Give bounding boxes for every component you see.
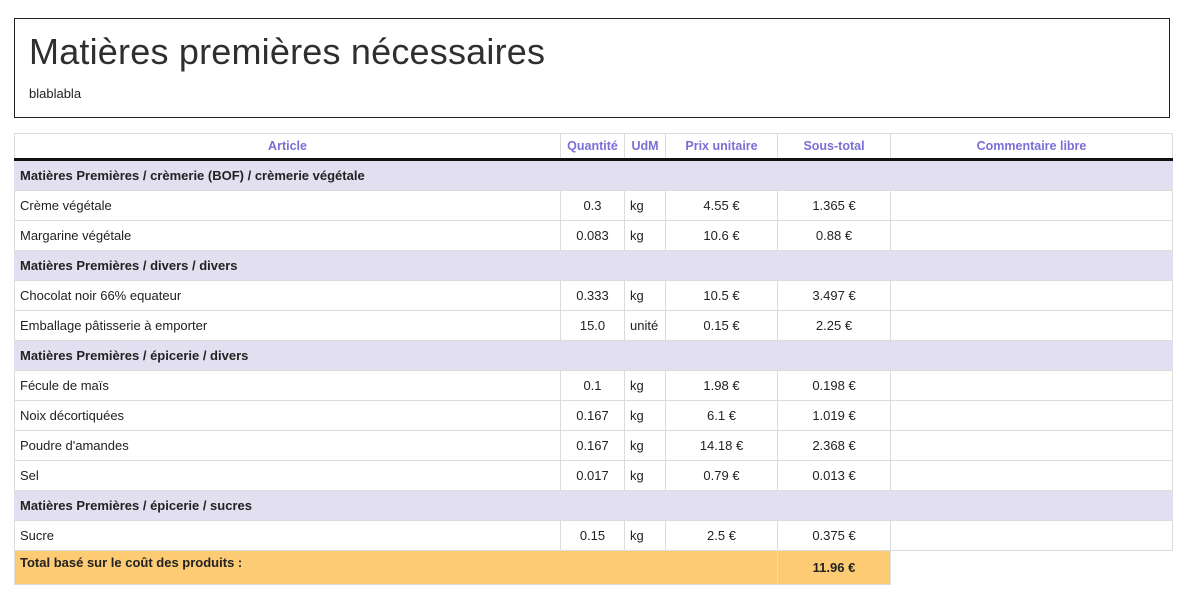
cell-article: Fécule de maïs [14, 370, 561, 401]
column-header-quantite[interactable]: Quantité [560, 133, 625, 161]
table-row: Emballage pâtisserie à emporter 15.0 unité… [14, 310, 1173, 341]
cell-commentaire[interactable] [890, 430, 1173, 461]
total-row: Total basé sur le coût des produits :11.… [14, 550, 1173, 585]
table-header-row: Article Quantité UdM Prix unitaire Sous-… [14, 133, 1173, 161]
category-label: Matières Premières / divers / divers [14, 250, 1173, 281]
cell-sous-total: 3.497 € [777, 280, 891, 311]
cell-article: Chocolat noir 66% equateur [14, 280, 561, 311]
page-title: Matières premières nécessaires [29, 31, 546, 72]
total-value: 11.96 € [777, 550, 891, 585]
cell-prix-unitaire: 10.6 € [665, 220, 778, 251]
category-label: Matières Premières / épicerie / sucres [14, 490, 1173, 521]
cell-prix-unitaire: 0.15 € [665, 310, 778, 341]
total-empty-cell [890, 550, 1173, 585]
category-row: Matières Premières / épicerie / divers [14, 340, 1173, 371]
table-row: Crème végétale 0.3 kg 4.55 €1.365 € [14, 190, 1173, 221]
cell-quantite: 0.3 [560, 190, 625, 221]
cell-sous-total: 1.019 € [777, 400, 891, 431]
cell-quantite: 0.083 [560, 220, 625, 251]
cell-udm: kg [624, 370, 666, 401]
raw-materials-table: Article Quantité UdM Prix unitaire Sous-… [14, 133, 1173, 585]
cell-sous-total: 0.375 € [777, 520, 891, 551]
cell-sous-total: 0.013 € [777, 460, 891, 491]
table-body: Matières Premières / crèmerie (BOF) / cr… [14, 159, 1173, 585]
cell-udm: kg [624, 280, 666, 311]
cell-commentaire[interactable] [890, 400, 1173, 431]
cell-prix-unitaire: 6.1 € [665, 400, 778, 431]
category-row: Matières Premières / divers / divers [14, 250, 1173, 281]
table-row: Sucre 0.15 kg 2.5 €0.375 € [14, 520, 1173, 551]
cell-prix-unitaire: 14.18 € [665, 430, 778, 461]
cell-sous-total: 0.198 € [777, 370, 891, 401]
cell-udm: kg [624, 190, 666, 221]
category-row: Matières Premières / épicerie / sucres [14, 490, 1173, 521]
cell-udm: kg [624, 400, 666, 431]
column-header-sous-total[interactable]: Sous-total [777, 133, 891, 161]
cell-udm: kg [624, 460, 666, 491]
cell-commentaire[interactable] [890, 280, 1173, 311]
cell-prix-unitaire: 10.5 € [665, 280, 778, 311]
column-header-prix-unitaire[interactable]: Prix unitaire [665, 133, 778, 161]
cell-commentaire[interactable] [890, 220, 1173, 251]
cell-sous-total: 2.25 € [777, 310, 891, 341]
cell-article: Sucre [14, 520, 561, 551]
table-row: Fécule de maïs 0.1 kg 1.98 €0.198 € [14, 370, 1173, 401]
column-header-udm[interactable]: UdM [624, 133, 666, 161]
cell-quantite: 0.167 [560, 400, 625, 431]
table-row: Sel 0.017 kg 0.79 €0.013 € [14, 460, 1173, 491]
cell-udm: kg [624, 520, 666, 551]
cell-prix-unitaire: 0.79 € [665, 460, 778, 491]
cell-prix-unitaire: 4.55 € [665, 190, 778, 221]
cell-udm: kg [624, 220, 666, 251]
cell-udm: kg [624, 430, 666, 461]
cell-article: Emballage pâtisserie à emporter [14, 310, 561, 341]
cell-commentaire[interactable] [890, 460, 1173, 491]
cell-quantite: 0.017 [560, 460, 625, 491]
cell-article: Margarine végétale [14, 220, 561, 251]
page-subtitle: blablabla [29, 86, 82, 101]
table-row: Noix décortiquées 0.167 kg 6.1 €1.019 € [14, 400, 1173, 431]
table-row: Margarine végétale 0.083 kg 10.6 €0.88 € [14, 220, 1173, 251]
table-row: Poudre d'amandes 0.167 kg 14.18 €2.368 € [14, 430, 1173, 461]
cell-article: Noix décortiquées [14, 400, 561, 431]
category-label: Matières Premières / épicerie / divers [14, 340, 1173, 371]
cell-commentaire[interactable] [890, 520, 1173, 551]
column-header-commentaire[interactable]: Commentaire libre [890, 133, 1173, 161]
cell-quantite: 0.1 [560, 370, 625, 401]
cell-sous-total: 0.88 € [777, 220, 891, 251]
cell-quantite: 0.167 [560, 430, 625, 461]
header-box: Matières premières nécessaires blablabla [14, 18, 1170, 118]
cell-sous-total: 1.365 € [777, 190, 891, 221]
total-label: Total basé sur le coût des produits : [14, 550, 778, 585]
cell-prix-unitaire: 2.5 € [665, 520, 778, 551]
cell-sous-total: 2.368 € [777, 430, 891, 461]
cell-quantite: 15.0 [560, 310, 625, 341]
cell-commentaire[interactable] [890, 370, 1173, 401]
category-row: Matières Premières / crèmerie (BOF) / cr… [14, 159, 1173, 191]
category-label: Matières Premières / crèmerie (BOF) / cr… [14, 159, 1173, 191]
cell-udm: unité [624, 310, 666, 341]
cell-quantite: 0.15 [560, 520, 625, 551]
table-row: Chocolat noir 66% equateur 0.333 kg 10.5 €3… [14, 280, 1173, 311]
column-header-article[interactable]: Article [14, 133, 561, 161]
cell-quantite: 0.333 [560, 280, 625, 311]
cell-article: Poudre d'amandes [14, 430, 561, 461]
cell-article: Sel [14, 460, 561, 491]
cell-commentaire[interactable] [890, 310, 1173, 341]
cell-article: Crème végétale [14, 190, 561, 221]
cell-commentaire[interactable] [890, 190, 1173, 221]
cell-prix-unitaire: 1.98 € [665, 370, 778, 401]
